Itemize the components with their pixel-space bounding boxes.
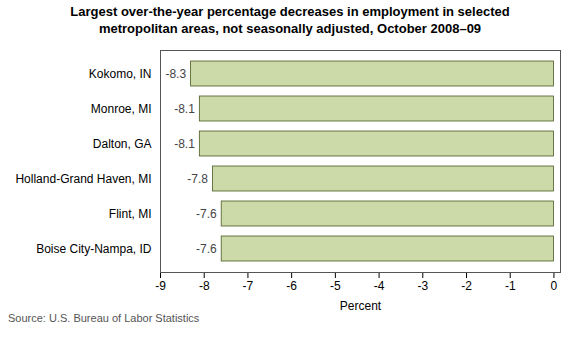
svg-text:-6: -6 (286, 279, 297, 293)
svg-text:-4: -4 (374, 279, 385, 293)
svg-text:Monroe, MI: Monroe, MI (91, 102, 152, 116)
svg-text:Kokomo, IN: Kokomo, IN (89, 67, 152, 81)
svg-text:Percent: Percent (340, 298, 382, 312)
svg-text:Holland-Grand Haven, MI: Holland-Grand Haven, MI (15, 172, 151, 186)
svg-text:Boise City-Nampa, ID: Boise City-Nampa, ID (36, 242, 152, 256)
svg-text:Dalton, GA: Dalton, GA (93, 137, 152, 151)
svg-text:-7: -7 (243, 279, 254, 293)
svg-text:-8.1: -8.1 (174, 102, 195, 116)
svg-text:Flint, MI: Flint, MI (109, 207, 152, 221)
svg-text:-5: -5 (330, 279, 341, 293)
html-text:Source: U.S. Bureau of Labor S: Source: U.S. Bureau of Labor Statistics (8, 311, 200, 324)
svg-text:-1: -1 (505, 279, 516, 293)
svg-text:-7.8: -7.8 (187, 172, 208, 186)
svg-text:-2: -2 (461, 279, 472, 293)
svg-text:-3: -3 (417, 279, 428, 293)
svg-text:-7.6: -7.6 (196, 242, 217, 256)
svg-text:0: 0 (551, 279, 558, 293)
svg-text:-8.1: -8.1 (174, 137, 195, 151)
svg-text:-9: -9 (155, 279, 166, 293)
html-text:Largest over-the-year percenta: Largest over-the-year percentage decreas… (70, 4, 510, 36)
svg-text:-8.3: -8.3 (165, 67, 186, 81)
svg-text:-8: -8 (199, 279, 210, 293)
svg-text:-7.6: -7.6 (196, 207, 217, 221)
